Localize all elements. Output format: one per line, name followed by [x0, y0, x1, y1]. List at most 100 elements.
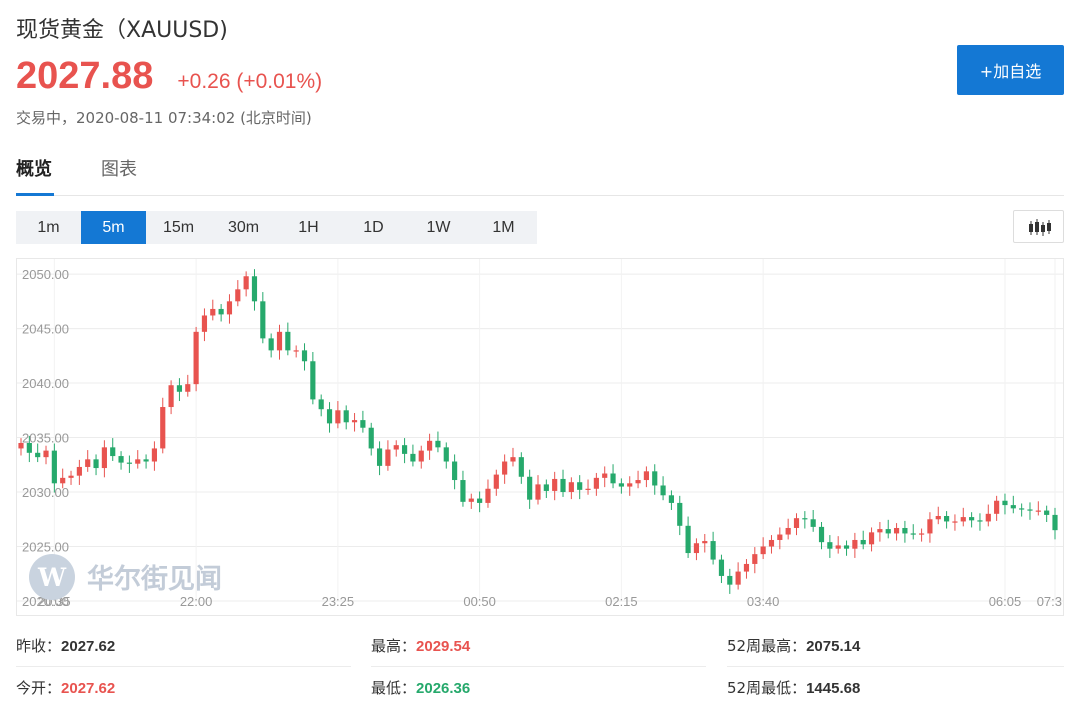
add-watchlist-button[interactable]: +加自选 — [957, 45, 1064, 95]
x-tick-label: 03:40 — [747, 594, 780, 609]
candle — [185, 374, 191, 397]
candle-body — [818, 526, 825, 543]
candle — [260, 292, 266, 344]
candle — [51, 443, 57, 493]
candle — [101, 440, 107, 478]
interval-1w[interactable]: 1W — [426, 219, 451, 236]
interval-1m[interactable]: 1m — [37, 219, 60, 236]
candle — [893, 523, 900, 541]
price-chart[interactable]: 2050.00 2045.00 2040.00 2035.00 2030.00 2025.… — [16, 258, 1064, 616]
candle-body — [1010, 505, 1016, 509]
candle — [702, 533, 708, 553]
candle — [85, 450, 91, 472]
tab-chart[interactable]: 图表 — [101, 159, 137, 180]
y-tick-label: 2050.00 — [22, 267, 69, 282]
candle-body — [1044, 510, 1050, 515]
candle — [527, 469, 533, 509]
candle — [635, 470, 641, 489]
candle — [1035, 501, 1041, 516]
candle-body — [335, 410, 341, 424]
candle-body — [435, 440, 441, 448]
candle-body — [635, 480, 641, 484]
stat-value: 2029.54 — [416, 638, 471, 655]
stat-label: 今开： — [16, 679, 62, 697]
candle-body — [868, 532, 875, 545]
stat-value: 2027.62 — [61, 638, 116, 655]
x-tick-label: 23:25 — [322, 594, 355, 609]
chart-type-button[interactable] — [1013, 210, 1064, 243]
candle-body — [427, 440, 433, 451]
candle — [768, 535, 775, 554]
candle-body — [235, 289, 241, 302]
candle-body — [735, 571, 741, 585]
interval-30m[interactable]: 30m — [227, 219, 260, 236]
interval-5m[interactable]: 5m — [81, 211, 146, 244]
candle-body — [285, 331, 291, 351]
candle — [410, 444, 416, 467]
candle-body — [843, 545, 850, 549]
candle — [385, 440, 391, 471]
candle — [960, 507, 966, 527]
candle-body — [1002, 500, 1008, 506]
candle-body — [702, 541, 708, 544]
stat-low: 最低：2026.36 — [371, 676, 470, 700]
candle-body — [677, 502, 683, 526]
tab-overview[interactable]: 概览 — [16, 157, 54, 196]
candle — [777, 527, 783, 550]
candle-body — [527, 476, 533, 500]
candle — [827, 535, 833, 558]
stat-label: 昨收： — [16, 637, 62, 655]
candle-body — [118, 456, 124, 463]
candle-body — [1019, 508, 1025, 510]
candle-body — [43, 450, 49, 458]
candle-body — [710, 541, 716, 560]
candle-body — [893, 527, 900, 534]
candle — [435, 431, 441, 453]
candle — [752, 547, 758, 574]
stat-52w-high: 52周最高：2075.14 — [727, 634, 860, 658]
candle — [485, 479, 491, 508]
candle — [543, 479, 549, 499]
watermark: W 华尔街见闻 — [29, 554, 222, 600]
candle — [718, 554, 725, 584]
price-change: +0.26 (+0.01%) — [177, 70, 323, 93]
candle — [326, 402, 333, 433]
candle — [285, 322, 291, 356]
candle — [918, 528, 925, 542]
candle — [43, 445, 49, 465]
candle — [151, 441, 158, 471]
watermark-text: 华尔街见闻 — [87, 563, 222, 595]
interval-selector: 1m 5m 15m 30m 1H 1D 1W 1M — [16, 211, 537, 244]
candle — [860, 530, 866, 550]
interval-1mo[interactable]: 1M — [492, 219, 515, 236]
candle-body — [193, 331, 199, 385]
candle-body — [952, 521, 958, 523]
candle-body — [318, 399, 324, 410]
candle — [226, 294, 233, 324]
candle — [802, 511, 808, 529]
interval-15m[interactable]: 15m — [162, 219, 195, 236]
candle — [201, 308, 208, 342]
candle-body — [518, 457, 524, 477]
candle — [368, 422, 374, 456]
candle — [877, 521, 883, 542]
candle-body — [293, 350, 299, 352]
candle-body — [35, 452, 41, 458]
candle — [452, 454, 458, 490]
candle-body — [918, 533, 925, 535]
candle — [118, 451, 124, 470]
candle-body — [410, 453, 416, 462]
candle — [852, 532, 858, 558]
candle-body — [852, 539, 858, 549]
candle-body — [268, 338, 274, 351]
page-title: 现货黄金（XAUUSD) — [16, 18, 228, 43]
interval-1h[interactable]: 1H — [298, 219, 319, 236]
candle — [1044, 505, 1050, 522]
candle — [135, 450, 141, 469]
candle-body — [101, 447, 107, 469]
stat-value: 2075.14 — [806, 638, 861, 655]
interval-1d[interactable]: 1D — [363, 219, 384, 236]
candle — [93, 454, 99, 476]
stat-label: 最低： — [371, 679, 417, 697]
candle-body — [376, 448, 383, 466]
